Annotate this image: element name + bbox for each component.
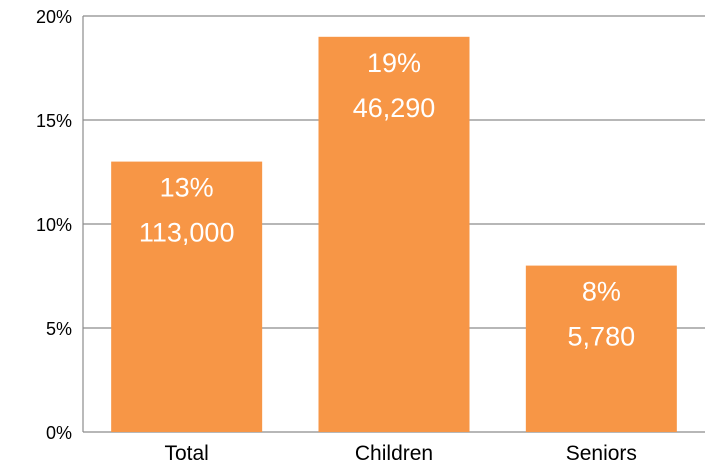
bar-seniors xyxy=(525,265,677,432)
data-label-count: 5,780 xyxy=(568,322,636,352)
data-label-count: 113,000 xyxy=(139,218,235,248)
y-tick-label: 5% xyxy=(46,319,72,339)
y-tick-label: 20% xyxy=(36,7,72,27)
x-category-label: Seniors xyxy=(566,442,637,465)
data-label-count: 46,290 xyxy=(353,93,436,123)
y-tick-label: 10% xyxy=(36,215,72,235)
x-axis-category-labels: Total Children Seniors xyxy=(164,442,636,465)
data-label-percent: 8% xyxy=(582,277,621,307)
bar-children xyxy=(318,36,470,433)
data-label-percent: 13% xyxy=(160,173,214,203)
data-labels: 13% 113,000 19% 46,290 8% 5,780 xyxy=(139,48,635,352)
y-tick-label: 15% xyxy=(36,111,72,131)
x-category-label: Children xyxy=(355,442,433,465)
bar-total xyxy=(111,161,263,432)
x-category-label: Total xyxy=(164,442,208,465)
y-tick-label: 0% xyxy=(46,423,72,443)
bars xyxy=(111,36,677,433)
data-label-percent: 19% xyxy=(367,48,421,78)
y-axis-tick-labels: 0% 5% 10% 15% 20% xyxy=(36,7,72,443)
